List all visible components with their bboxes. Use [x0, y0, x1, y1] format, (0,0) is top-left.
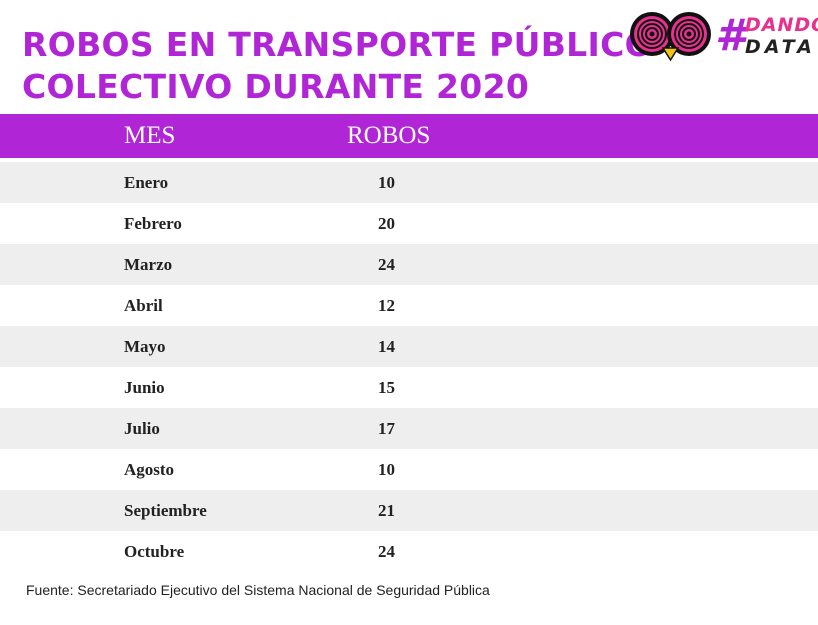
cell-robos: 15	[378, 378, 395, 397]
brand-word-dando: DANDO	[745, 14, 818, 36]
cell-mes: Marzo	[124, 255, 173, 274]
cell-robos: 14	[378, 337, 395, 356]
cell-mes: Abril	[124, 296, 163, 315]
cell-robos: 20	[378, 214, 395, 233]
owl-beak-icon	[661, 47, 680, 62]
cell-mes: Octubre	[124, 542, 185, 561]
table-row: Junio 15	[0, 367, 818, 408]
table-row: Septiembre 21	[0, 490, 818, 531]
cell-robos: 12	[378, 296, 395, 315]
cell-mes: Junio	[124, 378, 165, 397]
table-row: Abril 12	[0, 285, 818, 326]
cell-robos: 21	[378, 501, 395, 520]
cell-mes: Febrero	[124, 214, 182, 233]
title-line-1: ROBOS EN TRANSPORTE PÚBLICO	[22, 25, 653, 64]
table-row: Octubre 24	[0, 531, 818, 572]
owl-logo-icon	[630, 12, 711, 62]
table-header: MES ROBOS	[0, 114, 818, 158]
source-note: Fuente: Secretariado Ejecutivo del Siste…	[26, 582, 490, 598]
cell-robos: 24	[378, 255, 395, 274]
cell-robos: 17	[378, 419, 395, 438]
brand-word-data: DATA	[745, 36, 816, 58]
owl-right-eye-icon	[667, 12, 711, 56]
header-mes: MES	[124, 122, 176, 149]
cell-mes: Septiembre	[124, 501, 207, 520]
table-row: Febrero 20	[0, 203, 818, 244]
table-row: Julio 17	[0, 408, 818, 449]
owl-left-eye-icon	[630, 12, 674, 56]
table-row: Mayo 14	[0, 326, 818, 367]
page-title: ROBOS EN TRANSPORTE PÚBLICO COLECTIVO DU…	[22, 24, 653, 108]
table-row: Marzo 24	[0, 244, 818, 285]
cell-mes: Agosto	[124, 460, 175, 479]
brand-hash: #	[715, 10, 746, 61]
title-line-2: COLECTIVO DURANTE 2020	[22, 67, 530, 106]
table-row: Agosto 10	[0, 449, 818, 490]
table-row: Enero 10	[0, 162, 818, 203]
robos-table: MES ROBOS Enero 10 Febrero 20 Marzo 24 Abril 12…	[0, 114, 818, 568]
cell-robos: 10	[378, 173, 395, 192]
cell-robos: 24	[378, 542, 395, 561]
cell-mes: Julio	[124, 419, 160, 438]
table-body: Enero 10 Febrero 20 Marzo 24 Abril 12 Mayo 14 Juni…	[0, 162, 818, 572]
cell-mes: Enero	[124, 173, 169, 192]
cell-robos: 10	[378, 460, 395, 479]
cell-mes: Mayo	[124, 337, 166, 356]
header-robos: ROBOS	[347, 122, 431, 149]
